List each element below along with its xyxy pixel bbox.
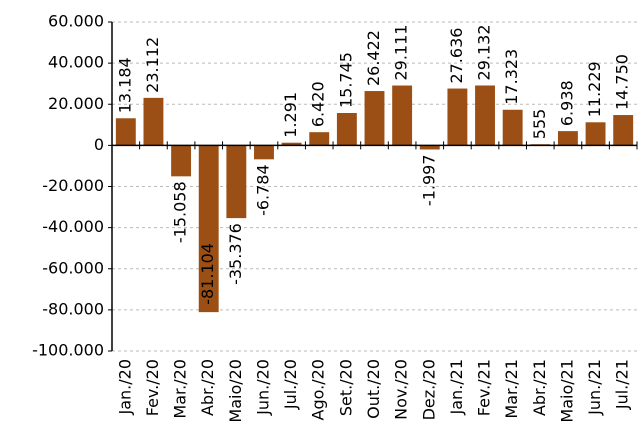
x-tick-label: Mar./20 (171, 359, 190, 419)
bar (309, 132, 330, 146)
value-label: 23.112 (143, 37, 162, 93)
value-label: 27.636 (447, 28, 466, 84)
value-label: -6.784 (253, 164, 272, 216)
bar (254, 145, 274, 160)
bar (198, 145, 219, 313)
x-tick-label: Abr./21 (530, 359, 549, 416)
value-label: 14.750 (613, 54, 632, 110)
value-label: 6.420 (309, 81, 328, 127)
y-tick-label: -20.000 (42, 176, 104, 195)
bar (171, 145, 192, 177)
y-tick-label: -40.000 (42, 217, 104, 236)
value-label: 26.422 (364, 30, 383, 86)
bar (557, 131, 578, 146)
x-tick-label: Jun./21 (585, 359, 604, 416)
y-tick-label: 40.000 (48, 53, 104, 72)
y-tick-label: 0 (94, 135, 104, 154)
x-tick-label: Jun./20 (253, 359, 272, 416)
value-label: 13.184 (115, 57, 134, 113)
bar (585, 122, 606, 146)
bar (475, 85, 495, 146)
bar (226, 145, 247, 219)
x-tick-label: Abr./20 (198, 359, 217, 416)
value-label: 11.229 (585, 61, 604, 117)
x-tick-label: Jan./21 (447, 359, 466, 416)
value-label: 15.745 (336, 52, 355, 108)
y-tick-label: -100.000 (32, 341, 104, 360)
x-tick-label: Jul./20 (281, 359, 300, 410)
value-label: -1.997 (419, 154, 438, 206)
bar (447, 88, 468, 146)
y-tick-label: -60.000 (42, 258, 104, 277)
x-tick-label: Maio/21 (557, 359, 576, 423)
y-tick-label: 60.000 (48, 12, 104, 31)
bar (143, 97, 164, 146)
x-tick-label: Set./20 (336, 359, 355, 416)
value-label: -15.058 (171, 181, 190, 243)
x-tick-label: Fev./21 (475, 359, 494, 416)
x-tick-label: Maio/20 (226, 359, 245, 423)
x-tick-label: Jan./20 (115, 359, 134, 416)
bar (336, 112, 357, 146)
bar (613, 115, 634, 146)
value-label: -81.104 (198, 243, 217, 305)
x-tick-label: Fev./20 (143, 359, 162, 416)
x-tick-label: Dez./20 (419, 359, 438, 420)
bar (364, 91, 385, 146)
x-tick-label: Jul./21 (613, 359, 632, 410)
bar (281, 142, 302, 146)
value-label: 555 (530, 109, 549, 140)
value-label: 29.111 (392, 25, 411, 81)
x-tick-label: Ago./20 (309, 359, 328, 420)
bar (115, 118, 136, 146)
y-tick-label: 20.000 (48, 94, 104, 113)
value-label: 29.132 (475, 24, 494, 80)
value-label: -35.376 (226, 223, 245, 285)
bar (392, 85, 413, 146)
value-label: 1.291 (281, 92, 300, 138)
value-label: 17.323 (502, 49, 521, 105)
x-tick-label: Out./20 (364, 359, 383, 419)
bar (502, 109, 523, 146)
x-tick-label: Nov./20 (392, 359, 411, 420)
bar (419, 145, 440, 150)
value-label: 6.938 (557, 80, 576, 126)
y-tick-label: -80.000 (42, 299, 104, 318)
x-tick-label: Mar./21 (502, 359, 521, 419)
